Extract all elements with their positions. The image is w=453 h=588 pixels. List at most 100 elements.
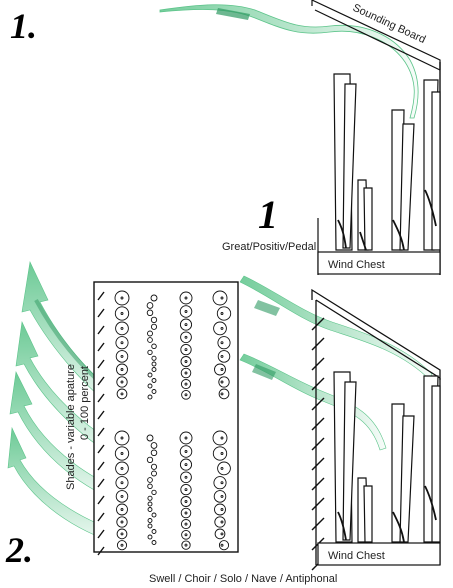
stop-knob — [151, 450, 157, 456]
stop-knob-center — [221, 369, 223, 371]
stop-knob-center — [121, 313, 123, 315]
stop-knob — [218, 462, 231, 475]
pipes-swell — [334, 372, 440, 542]
stop-knob-center — [185, 336, 187, 338]
stop-knob — [151, 295, 157, 301]
stop-knob-center — [185, 512, 187, 514]
shade-louvers-right — [312, 318, 324, 570]
stop-knob-center — [221, 509, 223, 511]
stop-knob-center — [221, 482, 223, 484]
stop-knob-center — [221, 313, 223, 315]
section-one-number: 1. — [10, 6, 37, 46]
stop-knob — [152, 379, 156, 383]
stop-knob-center — [221, 495, 223, 497]
stop-knob — [151, 324, 156, 329]
stop-knob-center — [121, 297, 123, 299]
pipes-great — [334, 74, 440, 250]
shade-louver — [312, 518, 324, 530]
stop-knob — [219, 377, 229, 387]
stop-knob-center — [185, 544, 187, 546]
stop-knob-center — [185, 489, 187, 491]
shades-percent-label: 0 - 100 percent — [79, 366, 91, 440]
shades-label: Shades - variable apature — [65, 364, 77, 490]
shade-louver — [312, 438, 324, 450]
shade-louver — [312, 418, 324, 430]
stop-knob-center — [121, 437, 123, 439]
shade-louver — [312, 398, 324, 410]
stop-knob — [148, 502, 152, 506]
stop-knob-center — [185, 383, 187, 385]
stop-knob — [152, 513, 156, 517]
stop-knob-center — [221, 533, 223, 535]
stop-knob — [147, 310, 153, 316]
stop-knob — [147, 435, 153, 441]
stop-knob-center — [221, 355, 223, 357]
stop-knob — [218, 351, 230, 363]
stop-knob-center — [185, 361, 187, 363]
stop-knob — [214, 477, 226, 489]
stop-knob-center — [185, 501, 187, 503]
stop-knob-center — [121, 453, 123, 455]
stop-knob — [152, 530, 156, 534]
stop-knob — [213, 447, 226, 460]
stop-knob — [215, 364, 226, 375]
stop-knob — [214, 322, 227, 335]
shade-louver — [312, 378, 324, 390]
shade-louver — [312, 338, 324, 350]
stop-knob — [147, 457, 152, 462]
stop-knob — [152, 541, 156, 545]
stop-knob-center — [185, 451, 187, 453]
stop-knob-center — [221, 327, 223, 329]
pipe-mouths-bottom — [338, 486, 436, 542]
shade-louver — [312, 498, 324, 510]
stop-knob — [151, 317, 156, 322]
stop-knob-center — [121, 509, 123, 511]
stop-knob — [148, 508, 152, 512]
stop-knob-center — [221, 437, 223, 439]
stop-knob — [148, 496, 152, 500]
stop-knob — [148, 373, 152, 377]
stop-knob — [148, 331, 153, 336]
stop-knob-center — [221, 342, 223, 344]
stop-knob — [148, 535, 152, 539]
stop-knob — [217, 307, 230, 320]
stop-knob — [148, 484, 153, 489]
stop-knob — [148, 395, 152, 399]
stop-knob — [214, 491, 226, 503]
stop-knob-center — [121, 393, 123, 395]
stop-knob-center — [121, 482, 123, 484]
stop-knob-center — [185, 372, 187, 374]
stop-knob-center — [121, 327, 123, 329]
stop-knob-center — [121, 495, 123, 497]
stop-knob — [152, 390, 156, 394]
stop-knob — [148, 350, 152, 354]
shade-louver — [312, 358, 324, 370]
stop-knob-center — [185, 523, 187, 525]
stop-knob — [148, 519, 152, 523]
stop-knob-center — [221, 453, 223, 455]
stop-knob — [215, 517, 225, 527]
stop-knob-center — [121, 381, 123, 383]
stop-knob — [152, 362, 156, 366]
stop-knob — [148, 338, 153, 343]
stop-knob-center — [185, 476, 187, 478]
stop-knob — [152, 344, 157, 349]
section-two-number: 2. — [5, 530, 33, 570]
great-number: 1 — [258, 192, 278, 237]
shade-louver — [312, 478, 324, 490]
stop-knob-center — [221, 467, 223, 469]
swell-divisions-label: Swell / Choir / Solo / Nave / Antiphonal — [149, 573, 337, 585]
stop-knob — [152, 368, 156, 372]
stop-knob-center — [121, 544, 123, 546]
stop-knob-center — [121, 533, 123, 535]
stop-knob-center — [221, 393, 223, 395]
stop-knob-center — [185, 437, 187, 439]
stop-knob-center — [221, 521, 223, 523]
stop-knob-center — [185, 297, 187, 299]
shade-louver — [312, 458, 324, 470]
stop-knob — [148, 524, 152, 528]
stop-knob-center — [221, 544, 223, 546]
stop-knob — [151, 464, 156, 469]
wind-chest-bottom-label: Wind Chest — [328, 550, 385, 562]
